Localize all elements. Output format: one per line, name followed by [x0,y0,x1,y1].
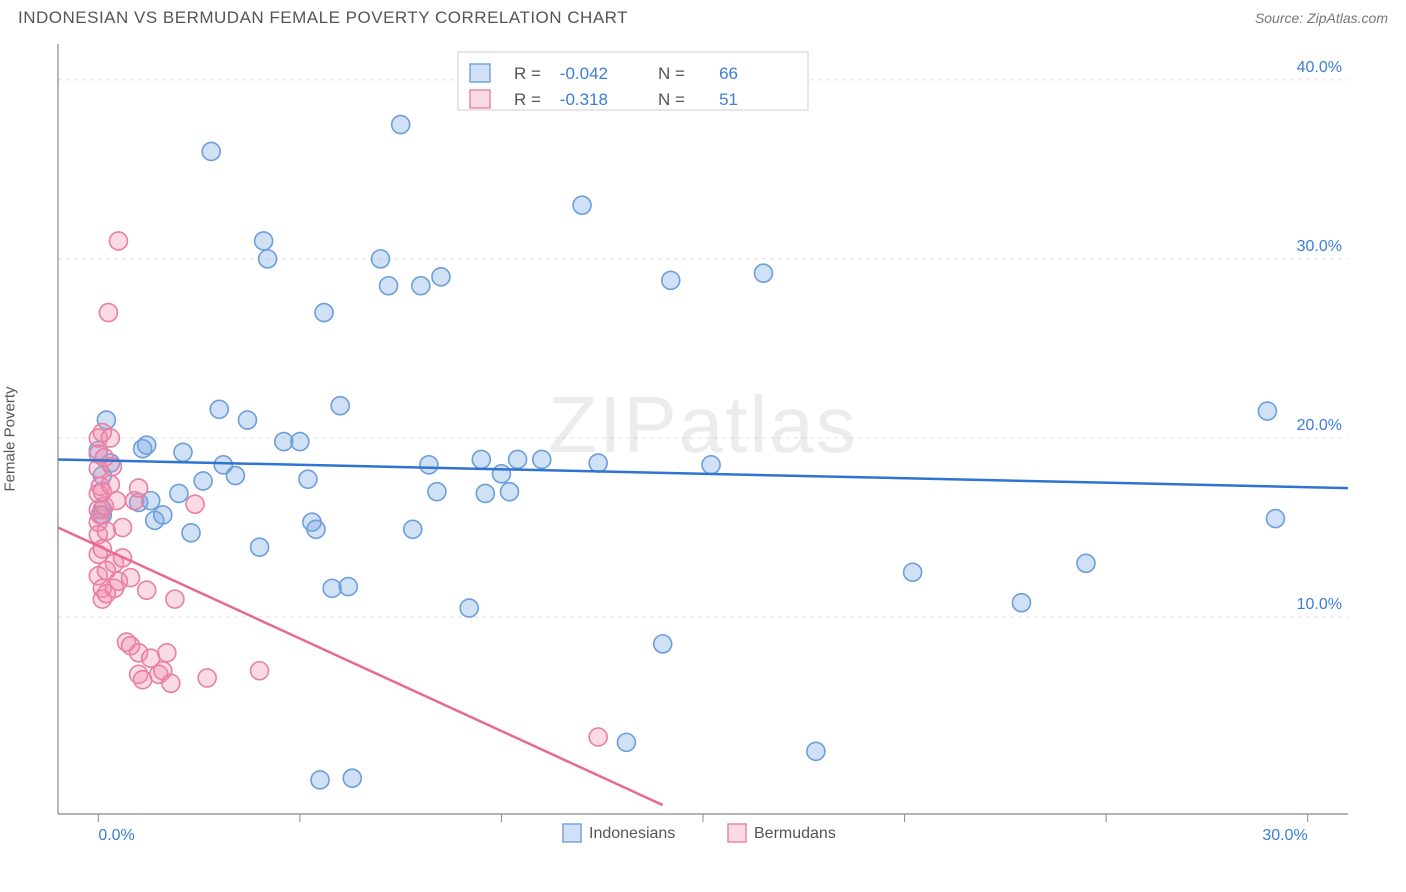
source-label: Source: ZipAtlas.com [1255,10,1388,26]
scatter-point [702,456,720,474]
scatter-point [182,524,200,542]
chart-title: INDONESIAN VS BERMUDAN FEMALE POVERTY CO… [18,8,628,28]
legend-label: Bermudans [754,825,836,842]
scatter-point [323,579,341,597]
svg-text:51: 51 [719,90,738,109]
scatter-point [315,304,333,322]
scatter-point [1266,510,1284,528]
scatter-point [186,495,204,513]
svg-text:R =: R = [514,90,541,109]
scatter-point [476,484,494,502]
scatter-point [154,506,172,524]
scatter-point [101,429,119,447]
scatter-point [299,470,317,488]
scatter-point [492,465,510,483]
scatter-point [343,769,361,787]
legend-swatch [728,824,746,842]
scatter-point [307,520,325,538]
scatter-point [662,271,680,289]
scatter-point [162,674,180,692]
scatter-point [114,518,132,536]
scatter-point [158,644,176,662]
y-tick-label: 10.0% [1297,596,1342,613]
scatter-point [101,476,119,494]
scatter-point [238,411,256,429]
scatter-point [412,277,430,295]
scatter-point [1077,554,1095,572]
legend-swatch [563,824,581,842]
scatter-point [107,492,125,510]
scatter-point [904,563,922,581]
scatter-point [210,400,228,418]
scatter-point [654,635,672,653]
scatter-point [339,578,357,596]
scatter-point [331,397,349,415]
scatter-point [432,268,450,286]
scatter-point [589,728,607,746]
scatter-point [404,520,422,538]
svg-text:-0.042: -0.042 [560,64,608,83]
scatter-point [754,264,772,282]
scatter-point [589,454,607,472]
scatter-point [501,483,519,501]
scatter-point [275,433,293,451]
scatter-point [97,522,115,540]
scatter-point [1012,594,1030,612]
stats-legend [458,52,808,110]
legend-swatch [470,64,490,82]
scatter-point [259,250,277,268]
correlation-scatter-chart: 10.0% 20.0% 30.0% 40.0% 0.0% 30.0% R = -0.042 N … [18,34,1358,844]
scatter-point [291,433,309,451]
scatter-point [226,467,244,485]
svg-text:R =: R = [514,64,541,83]
scatter-point [122,569,140,587]
scatter-point [533,450,551,468]
scatter-point [807,742,825,760]
scatter-point [109,232,127,250]
scatter-point [166,590,184,608]
scatter-point [509,450,527,468]
scatter-point [255,232,273,250]
scatter-point [573,196,591,214]
y-tick-label: 20.0% [1297,417,1342,434]
scatter-point [460,599,478,617]
scatter-point [380,277,398,295]
svg-text:N =: N = [658,90,685,109]
scatter-point [251,538,269,556]
svg-text:N =: N = [658,64,685,83]
svg-text:-0.318: -0.318 [560,90,608,109]
scatter-point [174,443,192,461]
scatter-point [198,669,216,687]
scatter-point [392,116,410,134]
x-tick-label: 0.0% [98,827,134,844]
scatter-point [134,671,152,689]
scatter-point [617,733,635,751]
scatter-point [311,771,329,789]
scatter-point [130,479,148,497]
y-axis-label: Female Poverty [2,386,19,491]
y-tick-label: 30.0% [1297,238,1342,255]
legend-swatch [470,90,490,108]
svg-text:66: 66 [719,64,738,83]
scatter-point [1258,402,1276,420]
scatter-point [372,250,390,268]
scatter-point [472,450,490,468]
scatter-point [170,484,188,502]
scatter-point [202,142,220,160]
y-tick-label: 40.0% [1297,59,1342,76]
scatter-point [99,304,117,322]
x-tick-label: 30.0% [1262,827,1307,844]
scatter-point [138,581,156,599]
scatter-point [428,483,446,501]
scatter-point [251,662,269,680]
legend-label: Indonesians [589,825,675,842]
scatter-point [420,456,438,474]
scatter-point [194,472,212,490]
scatter-point [138,436,156,454]
